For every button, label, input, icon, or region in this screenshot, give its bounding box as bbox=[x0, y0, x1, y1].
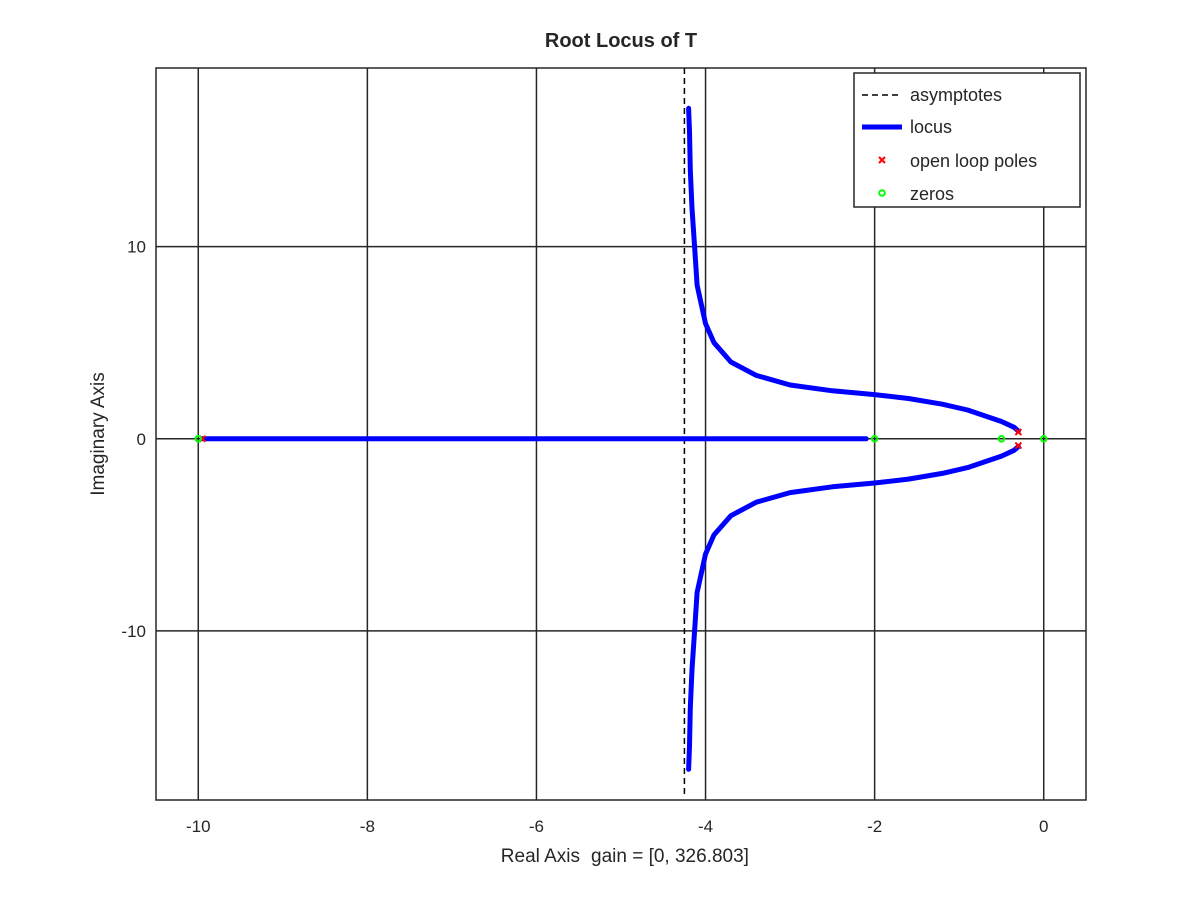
marker-layer bbox=[194, 428, 1048, 450]
zero-marker-0 bbox=[194, 435, 203, 443]
legend-poles-label: open loop poles bbox=[910, 151, 1037, 171]
locus-layer bbox=[200, 105, 1021, 772]
x-axis-label: Real Axis bbox=[501, 846, 580, 867]
pole-stroke bbox=[1014, 441, 1023, 450]
zero-marker-1 bbox=[870, 435, 879, 443]
pole-marker-1 bbox=[1014, 441, 1023, 450]
legend-box bbox=[853, 72, 1081, 208]
zero-marker-3 bbox=[1039, 435, 1048, 443]
x-tick-label: 0 bbox=[1039, 817, 1048, 836]
legend-locus-label: locus bbox=[910, 117, 952, 137]
legend-zeros-label: zeros bbox=[910, 184, 954, 204]
series-locus-upper-branch bbox=[686, 105, 1021, 434]
y-tick-label: 0 bbox=[137, 430, 146, 449]
y-axis-label: Imaginary Axis bbox=[88, 372, 109, 496]
gain-label: gain = [0, 326.803] bbox=[591, 846, 749, 867]
x-tick-label: -10 bbox=[186, 817, 211, 836]
y-tick-label: -10 bbox=[121, 622, 146, 641]
series-locus-lower-branch bbox=[686, 444, 1021, 772]
legend: asymptotes locus open loop poles zeros bbox=[853, 72, 1081, 208]
pole-stroke bbox=[1014, 428, 1023, 436]
y-tick-label: 10 bbox=[127, 238, 146, 257]
x-tick-label: -4 bbox=[698, 817, 713, 836]
zero-marker-2 bbox=[997, 435, 1006, 443]
x-tick-label: -6 bbox=[529, 817, 544, 836]
legend-asymptotes-label: asymptotes bbox=[910, 85, 1002, 105]
x-tick-label: -8 bbox=[360, 817, 375, 836]
pole-marker-0 bbox=[1014, 428, 1023, 436]
legend-zeros-swatch bbox=[878, 189, 886, 197]
legend-poles-swatch bbox=[878, 156, 886, 164]
x-tick-label: -2 bbox=[867, 817, 882, 836]
tick-labels: -10 -8 -6 -4 -2 0 -10 0 10 bbox=[121, 238, 1048, 836]
chart-title: Root Locus of T bbox=[545, 30, 697, 52]
plot-frame bbox=[155, 67, 1087, 801]
